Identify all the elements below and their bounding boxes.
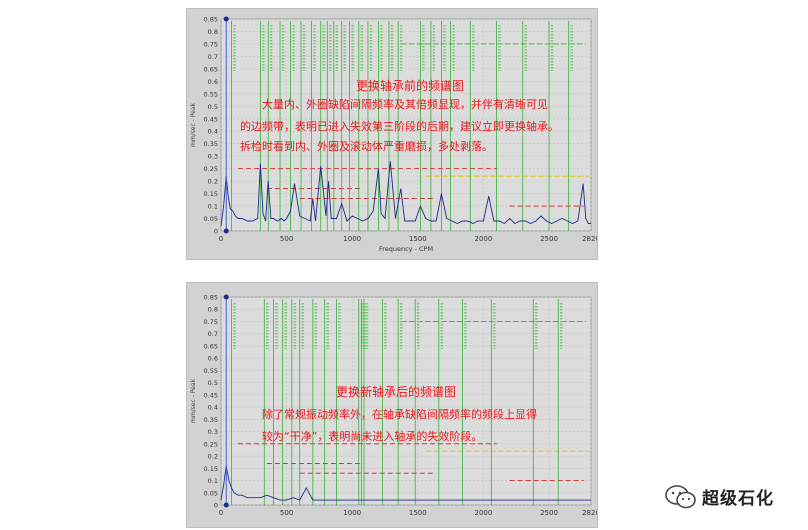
x-tick-label: 1500 — [409, 509, 427, 517]
y-tick-label: 0.5 — [208, 379, 218, 387]
y-tick-label: 0.5 — [208, 103, 218, 111]
caption-line-before-1: 大量内、外圈缺陷间隔频率及其倍频显现，并伴有清晰可见 — [262, 98, 548, 111]
y-tick-label: 0.25 — [204, 165, 218, 173]
y-tick-label: 0.8 — [208, 306, 218, 314]
y-tick-label: 0.7 — [208, 330, 218, 338]
x-tick-label: 2820 — [582, 509, 597, 517]
caption-line-before-3: 拆检时看到内、外圈及滚动体严重磨损，多处剥落。 — [240, 140, 493, 153]
y-tick-label: 0.05 — [204, 215, 218, 223]
y-tick-label: 0.8 — [208, 28, 218, 36]
y-tick-label: 0.3 — [208, 153, 218, 161]
y-tick-label: 0.85 — [204, 16, 218, 24]
y-tick-label: 0.45 — [204, 391, 218, 399]
spectrum-chart-after: 0 0.05 0.1 0.15 0.2 0.25 0.3 0.35 0.4 0.45 0.5 0.55… — [190, 294, 597, 518]
caption-title-after: 更换新轴承后的频谱图 — [336, 385, 457, 399]
x-tick-label: 2500 — [540, 509, 558, 517]
y-tick-label: 0.45 — [204, 115, 218, 123]
y-tick-label: 0.55 — [204, 367, 218, 375]
x-axis-label: Frequency - CPM — [379, 245, 433, 253]
caption-title-before: 更换轴承前的频谱图 — [356, 79, 465, 93]
caption-line-after-1: 除了常规振动频率外，在轴承缺陷间隔频率的频段上显得 — [262, 408, 537, 421]
y-tick-label: 0.65 — [204, 342, 218, 350]
x-tick-label: 2000 — [474, 235, 492, 243]
caption-line-after-2: 较为“干净”，表明尚未进入轴承的失效阶段。 — [262, 430, 483, 443]
y-tick-label: 0.35 — [204, 416, 218, 424]
y-tick-label: 0.3 — [208, 428, 218, 436]
spectrum-series-line — [220, 161, 591, 227]
y-tick-label: 0.4 — [208, 128, 218, 136]
cursor-handle-top — [223, 294, 229, 300]
spectrum-series-line — [220, 465, 591, 501]
spectrum-panel-before: 0 0.05 0.1 0.15 0.2 0.25 0.3 0.35 0.4 0.45 0.5 0.55… — [186, 8, 598, 260]
x-tick-label: 2820 — [582, 235, 597, 243]
y-tick-label: 0.2 — [208, 178, 218, 186]
y-tick-label: 0.65 — [204, 65, 218, 73]
wechat-icon — [665, 485, 696, 509]
x-tick-label: 1000 — [343, 509, 361, 517]
x-tick-label: 2500 — [540, 235, 558, 243]
y-tick-label: 0 — [214, 228, 218, 236]
y-tick-label: 0.15 — [204, 190, 218, 198]
cursor-handle-bottom — [223, 228, 229, 234]
y-tick-label: 0.15 — [204, 465, 218, 473]
y-tick-label: 0.6 — [208, 355, 218, 363]
x-tick-label: 2000 — [474, 509, 492, 517]
caption-line-before-2: 的边频带，表明已进入失效第三阶段的后期，建议立即更换轴承。 — [240, 120, 559, 133]
y-tick-label: 0.1 — [208, 477, 218, 485]
y-axis-label: mm/sec - Peak — [190, 378, 197, 423]
cursor-handle-top — [223, 16, 229, 22]
y-tick-label: 0.35 — [204, 140, 218, 148]
y-tick-label: 0.6 — [208, 78, 218, 86]
y-tick-label: 0.25 — [204, 440, 218, 448]
y-tick-label: 0.7 — [208, 53, 218, 61]
x-tick-label: 0 — [219, 235, 223, 243]
spectrum-chart-before: 0 0.05 0.1 0.15 0.2 0.25 0.3 0.35 0.4 0.45 0.5 0.55… — [190, 16, 597, 254]
y-tick-label: 0 — [214, 502, 218, 510]
y-tick-label: 0.85 — [204, 294, 218, 302]
y-tick-label: 0.55 — [204, 90, 218, 98]
y-tick-label: 0.75 — [204, 318, 218, 326]
spectrum-panel-after: 0 0.05 0.1 0.15 0.2 0.25 0.3 0.35 0.4 0.45 0.5 0.55… — [186, 282, 598, 528]
status-strip — [186, 261, 596, 279]
watermark: 超级石化 — [664, 482, 804, 510]
plot-area — [220, 18, 592, 232]
x-tick-label: 500 — [280, 235, 293, 243]
y-tick-label: 0.2 — [208, 453, 218, 461]
y-axis-label: mm/sec - Peak — [190, 102, 197, 147]
y-tick-label: 0.05 — [204, 489, 218, 497]
y-tick-label: 0.1 — [208, 203, 218, 211]
x-tick-label: 1500 — [409, 235, 427, 243]
cursor-handle-bottom — [223, 502, 229, 508]
watermark-text: 超级石化 — [702, 489, 774, 509]
y-tick-label: 0.75 — [204, 40, 218, 48]
y-tick-label: 0.4 — [208, 404, 218, 412]
x-tick-label: 500 — [280, 509, 293, 517]
x-tick-label: 0 — [219, 509, 223, 517]
x-tick-label: 1000 — [343, 235, 361, 243]
